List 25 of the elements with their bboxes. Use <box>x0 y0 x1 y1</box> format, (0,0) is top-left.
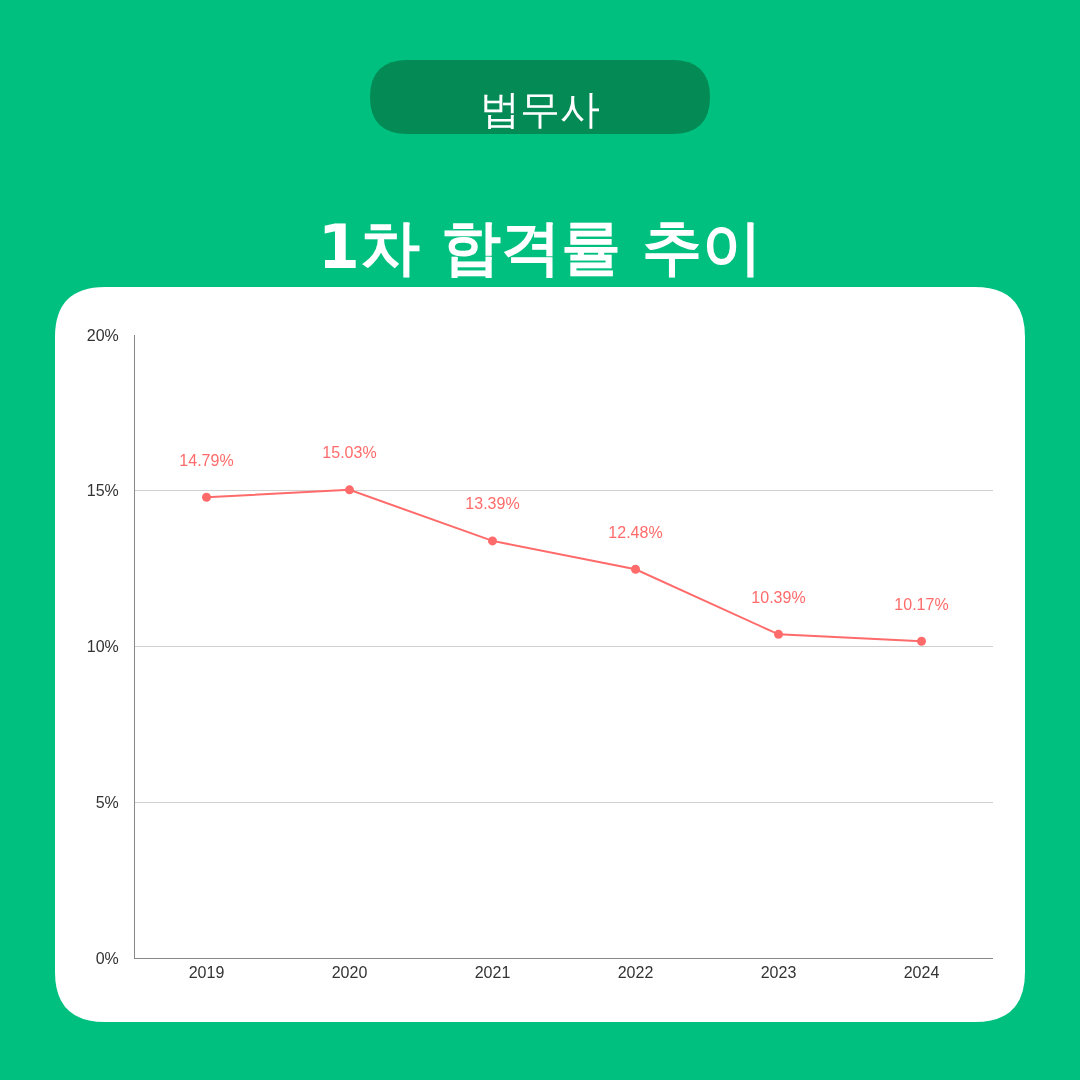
x-tick-label: 2024 <box>903 964 940 982</box>
chart-subtitle: 법무사 <box>480 86 600 132</box>
data-label: 10.39% <box>751 588 806 606</box>
data-label: 14.79% <box>179 451 234 469</box>
x-tick-label: 2021 <box>474 964 511 982</box>
chart-title: 1차 합격률 추이 <box>318 212 762 282</box>
point <box>202 492 211 502</box>
data-label: 13.39% <box>465 495 520 513</box>
x-tick-label: 2022 <box>617 964 654 982</box>
point <box>345 485 354 495</box>
point <box>488 536 497 546</box>
y-tick-label: 20% <box>86 326 119 344</box>
data-label: 10.17% <box>894 595 949 613</box>
point <box>917 636 926 646</box>
data-label: 15.03% <box>322 444 377 462</box>
point <box>631 564 640 574</box>
y-tick-label: 15% <box>86 482 119 500</box>
y-tick-label: 0% <box>95 949 119 967</box>
x-tick-label: 2019 <box>188 964 225 982</box>
y-tick-label: 10% <box>86 638 119 656</box>
data-label: 12.48% <box>608 523 663 541</box>
y-tick-label: 5% <box>95 793 119 811</box>
point <box>774 629 783 639</box>
x-tick-label: 2020 <box>331 964 368 982</box>
x-tick-label: 2023 <box>760 964 797 982</box>
